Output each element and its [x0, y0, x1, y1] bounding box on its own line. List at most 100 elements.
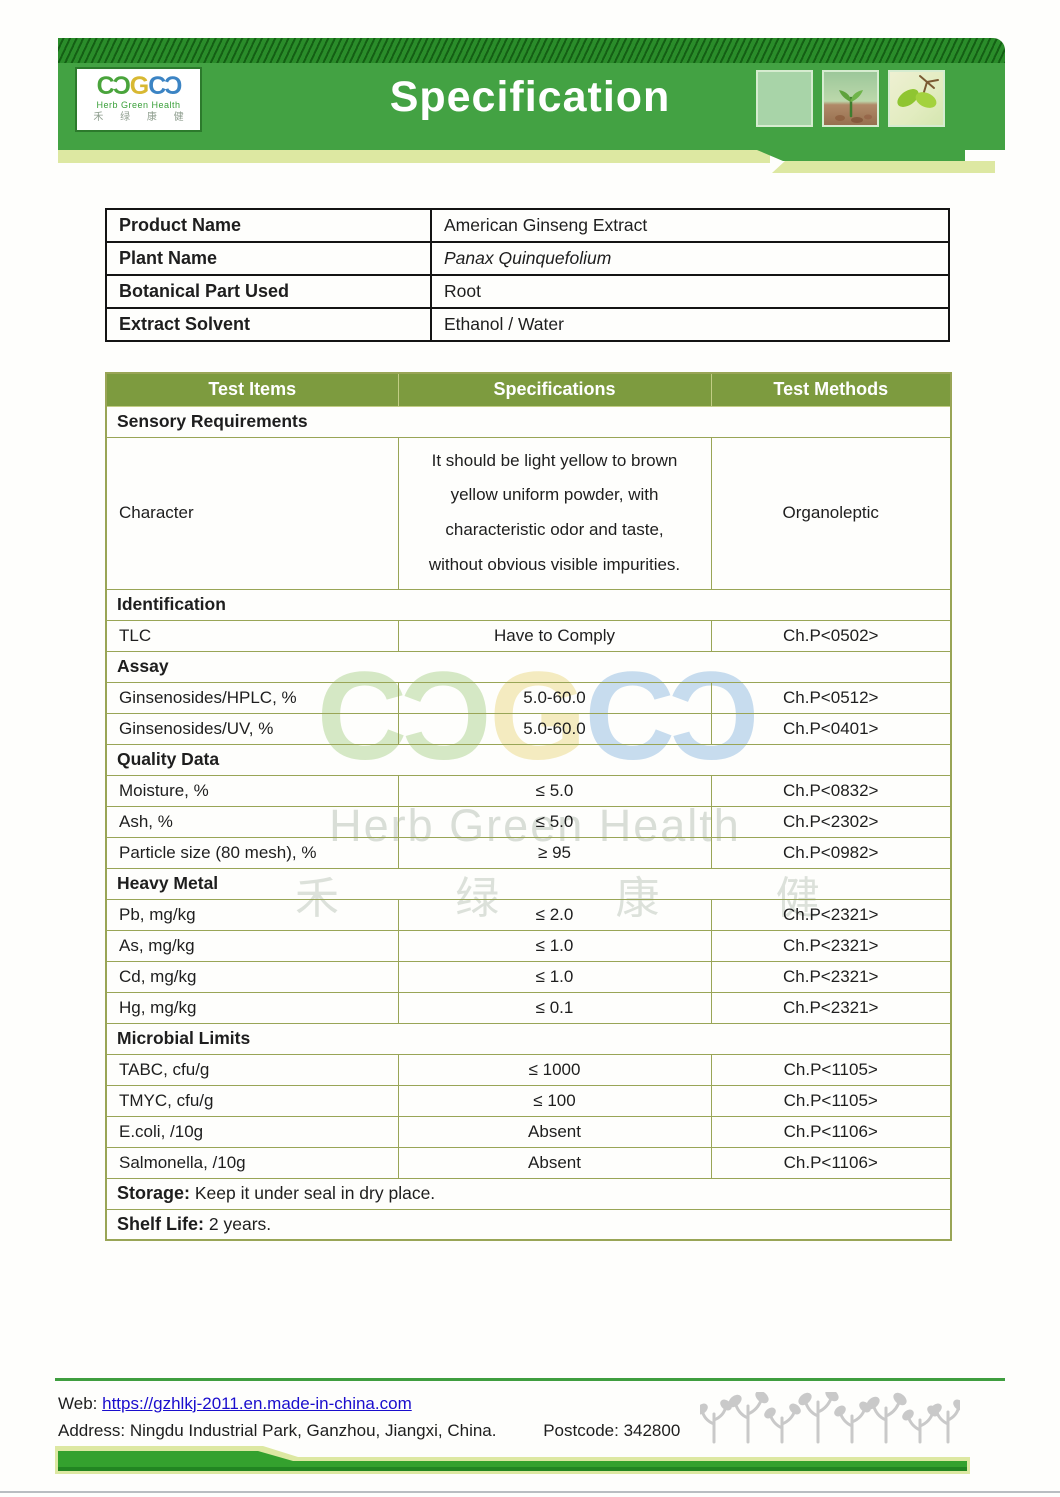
cell-method: Ch.P<1106>	[710, 1115, 952, 1148]
header-strip-left	[58, 150, 770, 163]
plants-decoration-icon	[696, 1388, 965, 1449]
spec-data-row: TLC Have to Comply Ch.P<0502>	[105, 619, 952, 652]
seedling-photo-icon	[822, 70, 879, 127]
note-cell: Storage: Keep it under seal in dry place…	[105, 1177, 952, 1210]
cell-spec: ≥ 95	[397, 836, 712, 869]
product-value: American Ginseng Extract	[430, 208, 950, 243]
col-header-test-methods: Test Methods	[710, 372, 952, 407]
logo-mark-icon: CƆGCƆ	[96, 72, 183, 100]
footer-address-line: Address: Ningdu Industrial Park, Ganzhou…	[58, 1421, 680, 1441]
section-label: Microbial Limits	[105, 1022, 952, 1055]
cell-method: Ch.P<2302>	[710, 805, 952, 838]
cell-item: As, mg/kg	[105, 929, 399, 962]
cell-spec: ≤ 5.0	[397, 774, 712, 807]
product-label: Botanical Part Used	[105, 274, 432, 309]
page-title: Specification	[389, 73, 671, 121]
cell-spec: ≤ 1000	[397, 1053, 712, 1086]
web-label: Web:	[58, 1394, 98, 1413]
website-link[interactable]: https://gzhlkj-2011.en.made-in-china.com	[102, 1394, 412, 1413]
cell-item: E.coli, /10g	[105, 1115, 399, 1148]
section-label: Heavy Metal	[105, 867, 952, 900]
spec-data-row: Hg, mg/kg ≤ 0.1 Ch.P<2321>	[105, 991, 952, 1024]
spec-table-body: Sensory Requirements Character It should b…	[105, 405, 952, 1241]
spec-data-row: Pb, mg/kg ≤ 2.0 Ch.P<2321>	[105, 898, 952, 931]
col-header-test-items: Test Items	[105, 372, 399, 407]
spec-data-row: As, mg/kg ≤ 1.0 Ch.P<2321>	[105, 929, 952, 962]
product-row: Botanical Part Used Root	[105, 274, 950, 309]
footer-web-line: Web: https://gzhlkj-2011.en.made-in-chin…	[58, 1394, 412, 1414]
cell-spec: 5.0-60.0	[397, 681, 712, 714]
cell-spec: It should be light yellow to brown yello…	[397, 436, 712, 590]
section-label: Quality Data	[105, 743, 952, 776]
product-label: Extract Solvent	[105, 307, 432, 342]
note-cell: Shelf Life: 2 years.	[105, 1208, 952, 1241]
col-header-specifications: Specifications	[397, 372, 712, 407]
cell-item: TABC, cfu/g	[105, 1053, 399, 1086]
cell-method: Ch.P<2321>	[710, 929, 952, 962]
product-row: Product Name American Ginseng Extract	[105, 208, 950, 243]
postcode-text: Postcode: 342800	[543, 1421, 681, 1440]
product-row: Plant Name Panax Quinquefolium	[105, 241, 950, 276]
page-bottom-edge	[0, 1491, 1060, 1493]
spec-note-row: Storage: Keep it under seal in dry place…	[105, 1177, 952, 1210]
cell-method: Ch.P<1105>	[710, 1053, 952, 1086]
cell-spec: ≤ 1.0	[397, 929, 712, 962]
cell-item: TLC	[105, 619, 399, 652]
cell-method: Ch.P<2321>	[710, 960, 952, 993]
cell-method: Ch.P<2321>	[710, 991, 952, 1024]
green-square-icon	[756, 70, 813, 127]
header-photos	[756, 70, 945, 127]
spec-data-row: Character It should be light yellow to br…	[105, 436, 952, 590]
spec-data-row: Ginsenosides/UV, % 5.0-60.0 Ch.P<0401>	[105, 712, 952, 745]
cell-spec: ≤ 100	[397, 1084, 712, 1117]
spec-section-row: Quality Data	[105, 743, 952, 776]
cell-method: Ch.P<2321>	[710, 898, 952, 931]
cell-method: Ch.P<0502>	[710, 619, 952, 652]
product-value: Root	[430, 274, 950, 309]
spec-table: Test Items Specifications Test Methods S…	[105, 372, 952, 1242]
cell-item: Pb, mg/kg	[105, 898, 399, 931]
logo-company-name-cn: 禾 绿 康 健	[93, 112, 191, 123]
product-label: Product Name	[105, 208, 432, 243]
spec-section-row: Assay	[105, 650, 952, 683]
header-banner-step	[757, 150, 965, 161]
cell-spec: ≤ 1.0	[397, 960, 712, 993]
section-label: Assay	[105, 650, 952, 683]
cell-item: Salmonella, /10g	[105, 1146, 399, 1179]
cell-method: Ch.P<1106>	[710, 1146, 952, 1179]
cell-spec: ≤ 0.1	[397, 991, 712, 1024]
cell-spec: ≤ 2.0	[397, 898, 712, 931]
cell-method: Organoleptic	[710, 436, 952, 590]
spec-section-row: Microbial Limits	[105, 1022, 952, 1055]
company-logo: CƆGCƆ Herb Green Health 禾 绿 康 健	[75, 67, 202, 132]
product-value: Ethanol / Water	[430, 307, 950, 342]
spec-section-row: Heavy Metal	[105, 867, 952, 900]
spec-data-row: Cd, mg/kg ≤ 1.0 Ch.P<2321>	[105, 960, 952, 993]
spec-header-row: Test Items Specifications Test Methods	[105, 372, 952, 407]
cell-item: Cd, mg/kg	[105, 960, 399, 993]
spec-data-row: Ginsenosides/HPLC, % 5.0-60.0 Ch.P<0512>	[105, 681, 952, 714]
spec-data-row: TABC, cfu/g ≤ 1000 Ch.P<1105>	[105, 1053, 952, 1086]
cell-method: Ch.P<1105>	[710, 1084, 952, 1117]
cell-spec: Absent	[397, 1146, 712, 1179]
cell-spec: ≤ 5.0	[397, 805, 712, 838]
cell-item: Ginsenosides/HPLC, %	[105, 681, 399, 714]
spec-data-row: TMYC, cfu/g ≤ 100 Ch.P<1105>	[105, 1084, 952, 1117]
address-label: Address:	[58, 1421, 126, 1440]
cell-method: Ch.P<0982>	[710, 836, 952, 869]
section-label: Identification	[105, 588, 952, 621]
product-row: Extract Solvent Ethanol / Water	[105, 307, 950, 342]
product-label: Plant Name	[105, 241, 432, 276]
cell-item: Hg, mg/kg	[105, 991, 399, 1024]
cell-item: Particle size (80 mesh), %	[105, 836, 399, 869]
spec-section-row: Identification	[105, 588, 952, 621]
cell-method: Ch.P<0512>	[710, 681, 952, 714]
footer-divider	[55, 1378, 1005, 1381]
cell-item: TMYC, cfu/g	[105, 1084, 399, 1117]
spec-data-row: Moisture, % ≤ 5.0 Ch.P<0832>	[105, 774, 952, 807]
section-label: Sensory Requirements	[105, 405, 952, 438]
header-hatch-band	[58, 38, 1005, 63]
product-info-table: Product Name American Ginseng Extract Pl…	[105, 208, 950, 342]
address-text: Ningdu Industrial Park, Ganzhou, Jiangxi…	[129, 1421, 497, 1440]
